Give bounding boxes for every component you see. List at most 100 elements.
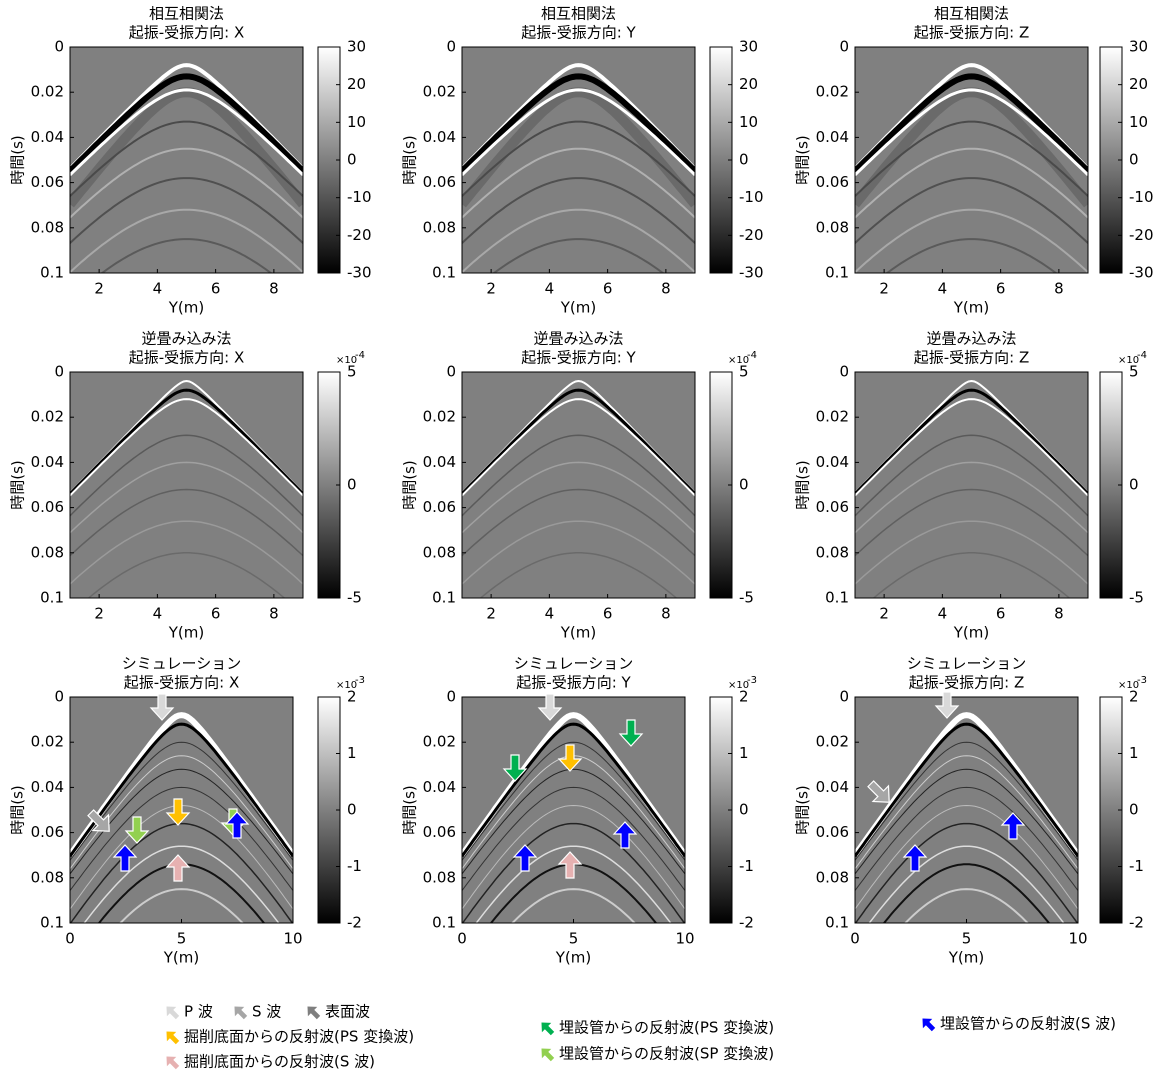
colorbar-exponent: -4 xyxy=(355,350,365,361)
y-tick-label: 0.06 xyxy=(816,498,849,516)
colorbar-tick-label: 10 xyxy=(347,113,366,131)
y-tick-label: 0.08 xyxy=(423,543,456,561)
colorbar-tick-label: 0 xyxy=(347,476,357,494)
x-tick-label: 8 xyxy=(1054,280,1064,298)
y-tick-label: 0.04 xyxy=(31,128,64,146)
colorbar-exponent: -3 xyxy=(355,675,365,686)
colorbar-tick-label: 0 xyxy=(1129,151,1139,169)
colorbar-tick-label: -1 xyxy=(739,857,754,875)
y-tick-label: 0.1 xyxy=(40,589,64,607)
y-tick-label: 0.08 xyxy=(816,868,849,886)
x-tick-label: 4 xyxy=(545,605,555,623)
x-tick-label: 10 xyxy=(283,930,302,948)
legend-label: 埋設管からの反射波(SP 変換波) xyxy=(559,1045,774,1063)
x-axis-label: Y(m) xyxy=(953,299,989,317)
colorbar-exponent: -3 xyxy=(747,675,757,686)
colorbar-tick-label: -20 xyxy=(347,226,372,244)
chart-subtitle: 起振-受振方向: Z xyxy=(914,24,1030,42)
x-tick-label: 10 xyxy=(1068,930,1087,948)
chart-title: 相互相関法 xyxy=(934,5,1009,23)
colorbar-tick-label: 10 xyxy=(739,113,758,131)
x-tick-label: 0 xyxy=(850,930,860,948)
chart-subtitle: 起振-受振方向: X xyxy=(129,24,245,42)
x-tick-label: 8 xyxy=(661,280,671,298)
colorbar-multiplier: ×10 xyxy=(336,680,357,691)
y-tick-label: 0.06 xyxy=(31,823,64,841)
y-tick-label: 0.02 xyxy=(423,408,456,426)
x-axis-label: Y(m) xyxy=(953,624,989,642)
y-tick-label: 0 xyxy=(839,38,849,56)
legend-label: P 波 xyxy=(184,1003,213,1021)
colorbar-tick-label: 30 xyxy=(347,38,366,56)
legend-icon xyxy=(162,1027,182,1047)
colorbar-tick-label: 30 xyxy=(1129,38,1148,56)
colorbar-tick-label: -30 xyxy=(347,264,372,282)
x-tick-label: 0 xyxy=(65,930,75,948)
colorbar-tick-label: 1 xyxy=(1129,744,1139,762)
x-tick-label: 2 xyxy=(94,605,104,623)
plot-area xyxy=(70,372,303,614)
colorbar-multiplier: ×10 xyxy=(336,355,357,366)
chart-title: シミュレーション xyxy=(907,655,1026,673)
colorbar-tick-label: -10 xyxy=(1129,188,1154,206)
x-tick-label: 8 xyxy=(269,280,279,298)
y-tick-label: 0.08 xyxy=(31,543,64,561)
y-tick-label: 0.06 xyxy=(31,173,64,191)
chart-subtitle: 起振-受振方向: Y xyxy=(521,24,636,42)
legend-icon xyxy=(303,1002,323,1022)
y-tick-label: 0.06 xyxy=(423,823,456,841)
colorbar-tick-label: 0 xyxy=(739,801,749,819)
colorbar-tick-label: -10 xyxy=(739,188,764,206)
y-tick-label: 0.06 xyxy=(31,498,64,516)
colorbar-tick-label: -1 xyxy=(347,857,362,875)
y-tick-label: 0.1 xyxy=(825,589,849,607)
chart-subtitle: 起振-受振方向: X xyxy=(124,674,240,692)
colorbar-tick-label: -1 xyxy=(1129,857,1144,875)
plot-area xyxy=(70,47,303,300)
y-tick-label: 0.1 xyxy=(40,914,64,932)
y-tick-label: 0.06 xyxy=(423,173,456,191)
y-tick-label: 0.1 xyxy=(432,264,456,282)
x-tick-label: 2 xyxy=(879,605,889,623)
y-axis-label: 時間(s) xyxy=(401,460,419,510)
colorbar-tick-label: -30 xyxy=(1129,264,1154,282)
y-tick-label: 0.02 xyxy=(816,733,849,751)
y-tick-label: 0.04 xyxy=(816,453,849,471)
y-axis-label: 時間(s) xyxy=(401,785,419,835)
y-tick-label: 0.02 xyxy=(423,733,456,751)
x-tick-label: 6 xyxy=(211,280,221,298)
y-axis-label: 時間(s) xyxy=(9,460,27,510)
y-tick-label: 0.02 xyxy=(816,408,849,426)
colorbar-tick-label: 20 xyxy=(1129,75,1148,93)
y-tick-label: 0.08 xyxy=(423,868,456,886)
chart-subtitle: 起振-受振方向: Z xyxy=(914,349,1030,367)
x-tick-label: 2 xyxy=(486,605,496,623)
y-tick-label: 0.04 xyxy=(816,128,849,146)
y-tick-label: 0.04 xyxy=(423,128,456,146)
x-tick-label: 6 xyxy=(211,605,221,623)
y-tick-label: 0.08 xyxy=(423,218,456,236)
legend-label: 表面波 xyxy=(325,1003,370,1021)
colorbar-tick-label: 10 xyxy=(1129,113,1148,131)
y-tick-label: 0 xyxy=(54,688,64,706)
y-tick-label: 0.06 xyxy=(816,173,849,191)
colorbar-tick-label: 0 xyxy=(739,151,749,169)
colorbar-multiplier: ×10 xyxy=(1118,355,1139,366)
x-tick-label: 8 xyxy=(269,605,279,623)
colorbar-tick-label: 0 xyxy=(739,476,749,494)
y-tick-label: 0 xyxy=(446,688,456,706)
x-tick-label: 2 xyxy=(486,280,496,298)
colorbar-tick-label: -2 xyxy=(739,914,754,932)
y-tick-label: 0.04 xyxy=(31,778,64,796)
y-tick-label: 0.08 xyxy=(31,868,64,886)
x-axis-label: Y(m) xyxy=(560,299,596,317)
legend-icon xyxy=(537,1044,557,1064)
plot-area xyxy=(462,372,695,614)
x-tick-label: 2 xyxy=(94,280,104,298)
colorbar-tick-label: -2 xyxy=(347,914,362,932)
colorbar-tick-label: -20 xyxy=(739,226,764,244)
y-tick-label: 0.04 xyxy=(423,778,456,796)
chart-title: 相互相関法 xyxy=(149,5,224,23)
y-tick-label: 0.04 xyxy=(31,453,64,471)
figure: 相互相関法起振-受振方向: X246800.020.040.060.080.1Y… xyxy=(0,0,1173,1077)
